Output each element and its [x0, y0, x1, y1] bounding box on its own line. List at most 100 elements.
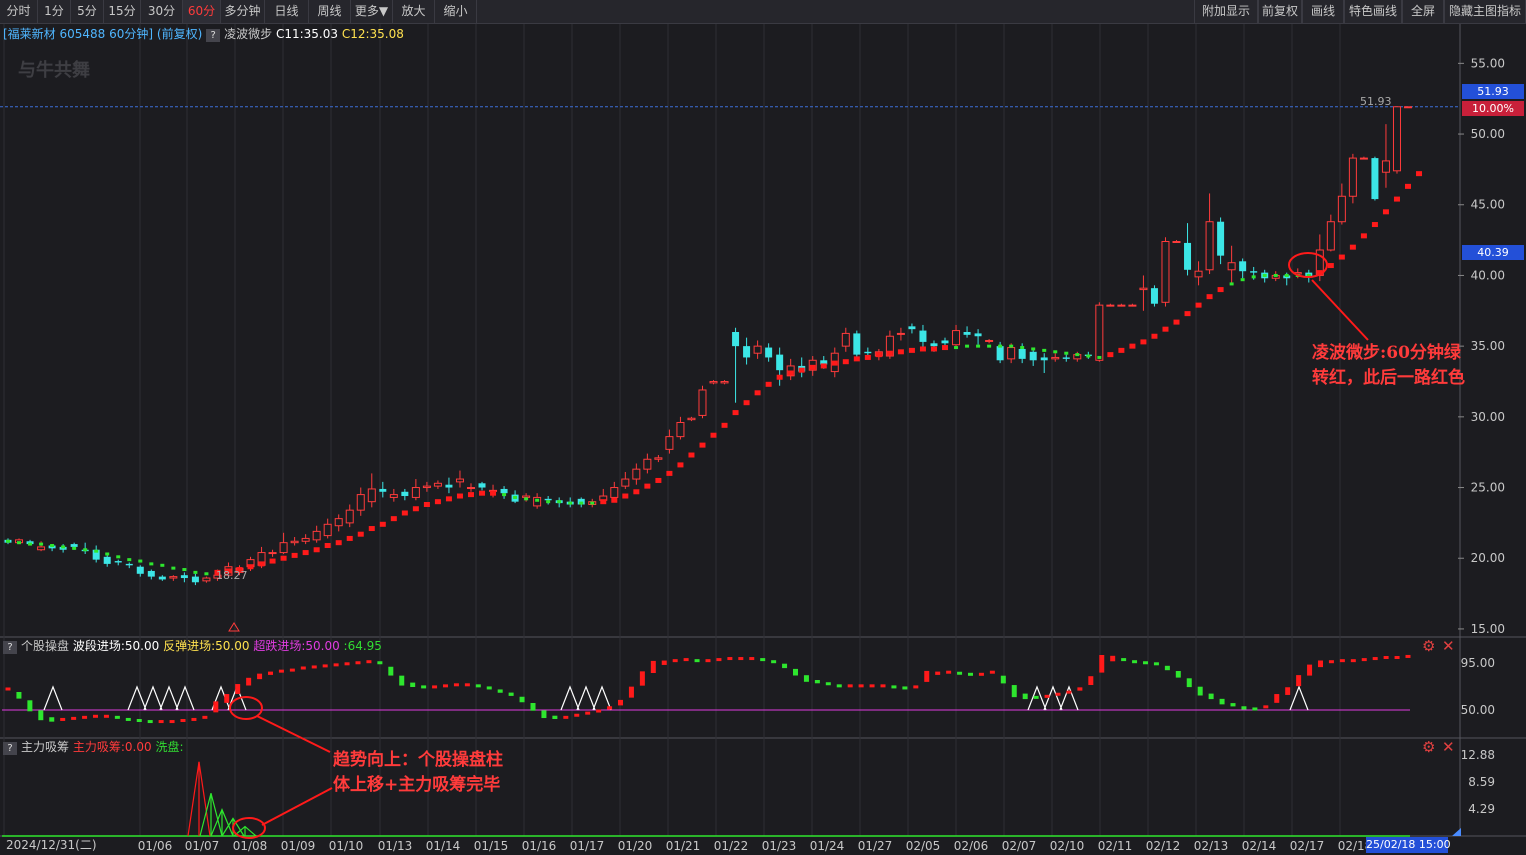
sub1-bar [486, 686, 492, 690]
toolbar-9-button[interactable]: 更多▼ [351, 0, 393, 23]
help-icon[interactable]: ? [206, 29, 221, 42]
gear-icon[interactable]: ⚙ [1422, 738, 1436, 756]
sub1-bar [158, 720, 164, 724]
sub1-bar [716, 658, 722, 662]
toolbar-right-4-button[interactable]: 前复权 [1258, 0, 1302, 23]
sub1-signal-zigzag [592, 685, 612, 711]
help-icon[interactable]: ? [3, 742, 17, 755]
candle-body [632, 468, 641, 480]
xaxis-tick-label: 02/05 [906, 839, 941, 853]
gear-icon[interactable]: ⚙ [1422, 637, 1436, 655]
toolbar-2-button[interactable]: 5分 [71, 0, 104, 23]
trend-line-mark [72, 546, 77, 550]
trend-line-mark [655, 477, 662, 483]
sub1-bar [836, 684, 842, 688]
xaxis-tick-label: 02/12 [1146, 839, 1181, 853]
toolbar-1-button[interactable]: 1分 [38, 0, 71, 23]
trend-line-mark [302, 550, 309, 556]
trend-line-mark [590, 501, 595, 505]
toolbar-8-button[interactable]: 周线 [309, 0, 351, 23]
toolbar-10-button[interactable]: 放大 [393, 0, 435, 23]
trend-line-mark [1273, 273, 1278, 277]
trend-line-mark [677, 462, 684, 468]
trend-line-mark [434, 499, 441, 505]
trend-line-mark [776, 374, 783, 380]
close-icon[interactable]: ✕ [1442, 637, 1455, 655]
trend-line-mark [1284, 273, 1289, 277]
toolbar-3-button[interactable]: 15分 [104, 0, 141, 23]
sub1-bar [1263, 705, 1269, 709]
sub1-bar [946, 670, 952, 674]
toolbar-4-button[interactable]: 30分 [141, 0, 183, 23]
candle-body [158, 576, 166, 580]
sub1-bar [869, 684, 875, 688]
sub1-bar [858, 684, 864, 688]
sub1-signal-zigzag [576, 685, 596, 711]
sub1-bar [38, 710, 44, 721]
sub1-bar [1208, 693, 1214, 700]
trend-line-mark [965, 344, 970, 348]
min-price-label: 18.27 [216, 569, 248, 582]
watermark-logo: 与牛共舞 [18, 60, 90, 81]
sub2-tick-label: 12.88 [1461, 748, 1495, 762]
sub1-bar [1361, 658, 1367, 662]
toolbar-11-button[interactable]: 缩小 [435, 0, 477, 23]
toolbar-right-3-button[interactable]: 画线 [1302, 0, 1344, 23]
trend-line-mark [1217, 287, 1224, 293]
toolbar-0-button[interactable]: 分时 [0, 0, 38, 23]
xaxis-tick-label: 01/13 [378, 839, 413, 853]
annotation-circle [229, 696, 263, 720]
trend-line-mark [160, 563, 165, 567]
trend-line-mark [1240, 278, 1245, 282]
sub1-signal-zigzag [560, 685, 580, 711]
sub1-bar [125, 717, 131, 721]
xaxis-tick-label: 02/11 [1098, 839, 1133, 853]
xaxis-tick-label: 01/10 [329, 839, 364, 853]
candle-body [125, 563, 133, 566]
close-icon[interactable]: ✕ [1442, 738, 1455, 756]
trend-line-mark [1360, 233, 1367, 239]
candle-body [1239, 261, 1247, 272]
candle-body [709, 380, 718, 384]
candle-body [213, 574, 222, 579]
toolbar-right-5-button[interactable]: 附加显示 [1194, 0, 1258, 23]
trend-line-mark [513, 495, 518, 499]
annotation-arrow [256, 715, 331, 753]
toolbar-right-1-button[interactable]: 全屏 [1402, 0, 1444, 23]
toolbar-right-2-button[interactable]: 特色画线 [1344, 0, 1402, 23]
trend-line-mark [743, 400, 750, 406]
sub1-bar [1241, 706, 1247, 710]
sub1-l1: 波段进场:50.00 [72, 639, 160, 653]
trend-line-mark [721, 422, 728, 428]
trend-line-mark [335, 540, 342, 546]
trend-line-mark [688, 452, 695, 458]
sub1-bar [1066, 690, 1072, 694]
candle-body [202, 577, 211, 582]
candle-body [610, 487, 619, 498]
trend-line-mark [291, 552, 298, 558]
sub1-bar [1143, 661, 1148, 665]
yaxis-tick-label: 25.00 [1471, 481, 1505, 495]
toolbar-5-button[interactable]: 60分 [183, 0, 221, 23]
trend-line-mark [875, 352, 882, 358]
candle-body [1007, 347, 1016, 360]
sub1-bar [760, 658, 766, 662]
xaxis-start: 2024/12/31(二) [6, 838, 97, 852]
candle-body [1348, 157, 1357, 197]
candle-body [1381, 160, 1390, 173]
candle-body [1227, 262, 1236, 271]
sub1-name[interactable]: 个股操盘 [21, 639, 70, 653]
sub1-header: ? 个股操盘 波段进场:50.00 反弹进场:50.00 超跌进场:50.00 :… [3, 639, 382, 654]
toolbar-6-button[interactable]: 多分钟 [221, 0, 265, 23]
xaxis-tick-label: 01/27 [858, 839, 893, 853]
candle-body [301, 537, 310, 542]
indicator-name[interactable]: 凌波微步 [224, 27, 273, 41]
candle-body [1040, 357, 1048, 361]
sub1-bar [793, 668, 798, 676]
sub1-bar [957, 671, 963, 675]
candle-body [136, 566, 144, 574]
toolbar-7-button[interactable]: 日线 [265, 0, 309, 23]
trend-line-mark [204, 572, 209, 576]
sub2-name[interactable]: 主力吸筹 [21, 740, 70, 754]
help-icon[interactable]: ? [3, 641, 17, 654]
